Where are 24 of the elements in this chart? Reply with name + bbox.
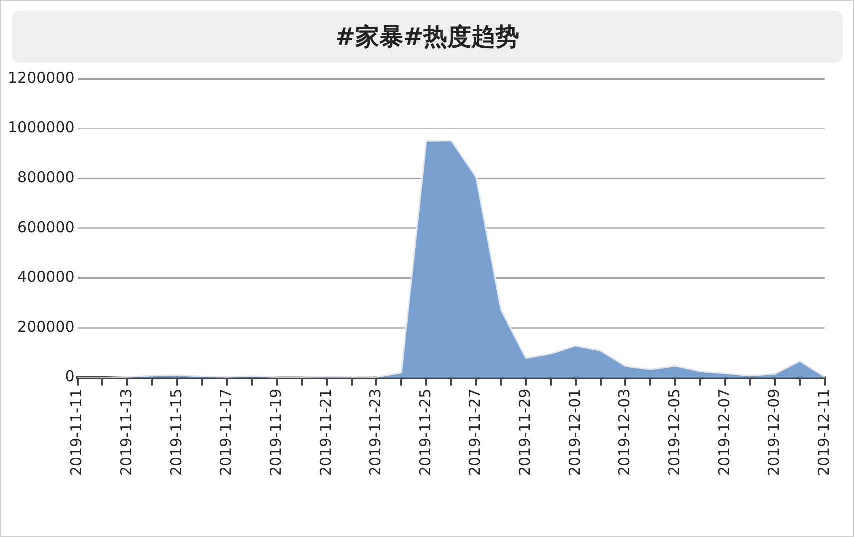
y-tick-label: 200000 [18,318,75,336]
x-tick-label: 2019-12-07 [715,388,734,476]
y-tick-label: 400000 [18,268,75,286]
x-tick-label: 2019-11-11 [68,388,86,476]
chart-title: #家暴#热度趋势 [12,11,843,63]
x-tick-label: 2019-11-29 [516,388,534,476]
x-tick-label: 2019-11-17 [217,388,236,476]
x-tick-label: 2019-11-13 [118,388,136,476]
y-tick-label: 1000000 [8,118,75,137]
x-tick-label: 2019-12-03 [616,388,634,476]
x-tick-label: 2019-12-01 [566,388,584,476]
x-tick-label: 2019-11-19 [266,388,285,476]
x-tick-label: 2019-11-15 [167,388,186,476]
x-tick-label: 2019-11-23 [366,388,385,476]
x-tick-label: 2019-12-11 [814,388,833,476]
x-tick-label: 2019-11-27 [466,388,484,476]
x-tick-label: 2019-12-09 [765,388,784,476]
x-tick-label: 2019-12-05 [665,388,684,476]
x-tick-label: 2019-11-25 [416,388,434,476]
x-tick-label: 2019-11-21 [316,388,335,476]
y-tick-label: 1200000 [8,68,75,87]
y-tick-label: 600000 [18,218,75,236]
y-tick-label: 800000 [18,168,75,186]
y-tick-label: 0 [65,368,75,386]
